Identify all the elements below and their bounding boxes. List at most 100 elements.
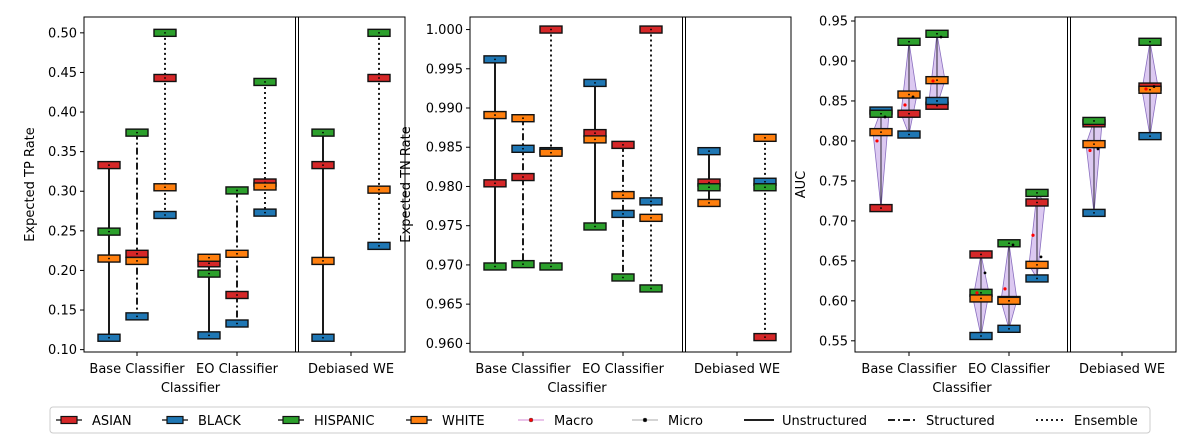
legend: ASIAN BLACK HISPANIC WHITE Macro Micro Unstruc…	[49, 406, 1151, 434]
series-ensemble-0	[925, 29, 949, 110]
bar-center-dot	[208, 334, 210, 337]
bar-center-dot	[264, 211, 266, 214]
x-axis-label: Classifier	[932, 381, 992, 396]
bar-center-dot	[622, 213, 624, 215]
chart-panel-3: 0.55 0.60 0.65 0.70 0.75 0.80 0.85 0.90 0.95 Base…	[794, 14, 1177, 396]
series-ensemble-0	[539, 25, 563, 271]
micro-point	[939, 35, 943, 39]
bar-center-dot	[1036, 263, 1038, 266]
micro-point	[983, 271, 987, 275]
legend-item-hispanic: HISPANIC	[278, 414, 374, 429]
series-ensemble-1	[639, 25, 663, 293]
bar-center-dot	[164, 186, 166, 189]
bar-center-dot	[494, 58, 496, 61]
series-unstructured-0	[869, 106, 893, 213]
bar-center-dot	[108, 257, 110, 260]
bar-center-dot	[764, 136, 766, 139]
x-tick-label: Debiased WE	[694, 362, 780, 377]
y-tick-label: 0.960	[426, 337, 463, 352]
series-structured-1	[997, 239, 1021, 334]
bar-center-dot	[1149, 40, 1151, 43]
legend-item-micro: Micro	[632, 414, 703, 429]
bar-center-dot	[708, 150, 710, 153]
bar-center-dot	[236, 322, 238, 325]
bar-center-dot	[108, 230, 110, 233]
bar-center-dot	[764, 336, 766, 338]
bar-center-dot	[980, 253, 982, 256]
legend-label: Unstructured	[782, 414, 867, 429]
x-axis-label: Classifier	[161, 381, 221, 396]
bar-center-dot	[236, 294, 238, 296]
bar-center-dot	[622, 276, 624, 279]
legend-label: Micro	[668, 414, 703, 429]
y-tick-label: 0.85	[819, 94, 848, 109]
bar-center-dot	[936, 104, 938, 107]
series-structured-1	[225, 186, 249, 328]
legend-label: ASIAN	[92, 414, 132, 429]
bar-center-dot	[550, 28, 552, 31]
bar-center-dot	[980, 335, 982, 337]
bar-center-dot	[136, 131, 138, 134]
plot-frame	[854, 16, 1177, 353]
bar-center-dot	[322, 336, 324, 339]
macro-point	[1088, 148, 1092, 153]
series-unstructured-1	[969, 250, 993, 341]
series-ensemble-0	[153, 28, 177, 220]
chart-panels: 0.10 0.15 0.20 0.25 0.30 0.35 0.40 0.45 0.50 Base…	[23, 14, 1177, 396]
macro-point	[931, 79, 935, 83]
bar-center-dot	[322, 131, 324, 134]
y-tick-label: 0.15	[48, 304, 77, 319]
bar-center-dot	[1149, 135, 1151, 138]
legend-label: WHITE	[442, 414, 485, 429]
series-unstructured-2	[697, 146, 721, 208]
bar-center-dot	[980, 291, 982, 294]
bar-center-dot	[378, 244, 380, 247]
bar-center-dot	[378, 77, 380, 79]
legend-item-ensemble: Ensemble	[1036, 414, 1138, 429]
bar-center-dot	[908, 133, 910, 136]
bar-center-dot	[322, 164, 324, 166]
micro-point	[883, 115, 887, 119]
legend-item-structured: Structured	[888, 414, 995, 429]
legend-label: Ensemble	[1074, 414, 1138, 429]
x-tick-label: Base Classifier	[861, 362, 957, 377]
micro-point	[911, 95, 915, 99]
legend-swatch-dot	[528, 417, 534, 423]
y-tick-label: 0.55	[819, 334, 848, 349]
bar-center-dot	[622, 194, 624, 196]
bar-center-dot	[1008, 299, 1010, 302]
series-unstructured-2	[311, 128, 335, 342]
bar-center-dot	[164, 214, 166, 216]
bar-center-dot	[1008, 327, 1010, 330]
bar-center-dot	[378, 188, 380, 191]
series-unstructured-0	[97, 160, 121, 342]
y-tick-label: 0.40	[48, 106, 77, 121]
legend-item-black: BLACK	[162, 414, 241, 429]
plot-frame	[83, 16, 406, 353]
bar-center-dot	[1036, 277, 1038, 280]
series-ensemble-1	[1025, 188, 1049, 283]
chart-panel-1: 0.10 0.15 0.20 0.25 0.30 0.35 0.40 0.45 0.50 Base…	[23, 16, 406, 396]
bar-center-dot	[164, 31, 166, 34]
micro-point	[1096, 147, 1100, 151]
y-tick-label: 1.000	[426, 23, 463, 38]
y-tick-label: 0.25	[48, 224, 77, 239]
legend-label: Structured	[926, 414, 995, 429]
bar-center-dot	[708, 202, 710, 204]
bar-center-dot	[936, 100, 938, 102]
micro-point	[1152, 85, 1156, 88]
y-tick-label: 0.50	[48, 26, 77, 41]
bar-center-dot	[936, 79, 938, 82]
bar-center-dot	[550, 151, 552, 154]
bar-center-dot	[236, 189, 238, 192]
bar-center-dot	[980, 297, 982, 300]
y-tick-label: 0.90	[819, 54, 848, 69]
y-tick-label: 0.95	[819, 14, 848, 29]
macro-point	[875, 139, 879, 143]
macro-point	[1144, 87, 1148, 91]
series-structured-0	[125, 128, 149, 321]
y-tick-label: 0.995	[426, 62, 463, 77]
y-tick-label: 0.35	[48, 145, 77, 160]
y-tick-label: 0.80	[819, 134, 848, 149]
bar-center-dot	[164, 77, 166, 79]
